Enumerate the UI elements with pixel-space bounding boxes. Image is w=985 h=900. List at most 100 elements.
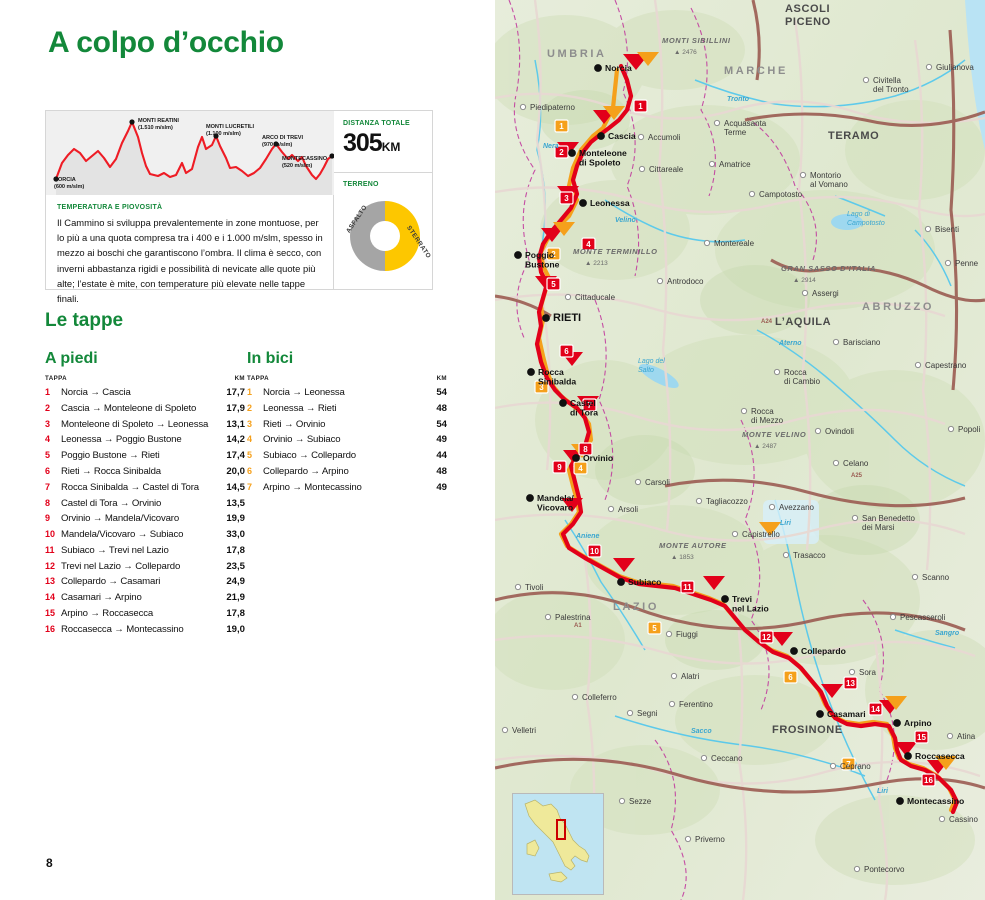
map-city-label: Montorio [810, 171, 842, 180]
map-city-dot [816, 710, 824, 718]
stage-distance: 19,0 [226, 623, 245, 635]
walk-stage-marker-bg [559, 191, 574, 205]
map-city-label: San Benedetto [862, 514, 915, 523]
route-map[interactable]: A25 A24 A1 [495, 0, 985, 900]
left-content-column: A colpo d’occhio NORCIA [45, 26, 447, 870]
map-city-dot [713, 119, 721, 127]
map-city-label: Segni [637, 709, 658, 718]
map-city-label: Pontecorvo [864, 865, 905, 874]
stage-distance: 48 [436, 402, 447, 414]
map-city-dot [617, 578, 625, 586]
map-city-label: Fiuggi [676, 630, 698, 639]
temperature-heading: TEMPERATURA E PIOVOSITÀ [57, 204, 163, 211]
bike-stage-marker[interactable]: 6 [783, 670, 798, 684]
map-city-label: Sinibalda [538, 377, 576, 387]
walk-stage-marker[interactable]: 14 [868, 702, 883, 716]
map-river-label: Aniene [575, 533, 599, 540]
walk-stage-marker-text: 13 [846, 679, 855, 688]
terrain-donut-chart: ASFALTO STERRATO [345, 197, 432, 275]
stage-row: 3 Rieti → Orvinio 54 [247, 417, 447, 433]
map-city-dot [514, 251, 522, 259]
stage-number: 2 [45, 402, 51, 413]
italy-inset-map [512, 793, 604, 895]
map-city-label: di Tora [570, 408, 598, 418]
map-city-dot [853, 865, 861, 873]
walk-stage-marker[interactable]: 12 [759, 630, 774, 644]
stage-number: 11 [45, 544, 55, 555]
stage-column-header: TAPPA KM [247, 375, 447, 385]
map-peak-elevation: ▲ 2487 [754, 443, 777, 450]
bike-stage-marker[interactable]: 7 [841, 757, 856, 771]
map-city-dot [544, 613, 552, 621]
map-city-dot [572, 454, 580, 462]
bike-stage-marker[interactable]: 2 [546, 247, 561, 261]
stage-number: 5 [247, 450, 253, 461]
map-city-label: Terme [724, 128, 747, 137]
walk-stage-marker[interactable]: 6 [559, 344, 574, 358]
walk-stage-marker-bg [578, 442, 593, 456]
map-city-dot [670, 672, 678, 680]
walk-stage-marker[interactable]: 3 [559, 191, 574, 205]
summary-left-panel: NORCIA (600 m/slm) MONTI REATINI (1.510 … [46, 111, 334, 304]
walk-stage-marker[interactable]: 5 [546, 277, 561, 291]
bike-stage-marker-bg [841, 757, 856, 771]
map-city-major: ASCOLI [785, 3, 830, 15]
walk-stage-marker-bg [582, 398, 597, 412]
walk-stage-marker[interactable]: 15 [914, 730, 929, 744]
bike-stage-marker[interactable]: 4 [573, 461, 588, 475]
map-city-dot [740, 407, 748, 415]
map-city-label: Sezze [629, 797, 652, 806]
bike-stage-marker[interactable]: 3 [534, 380, 549, 394]
map-city-dot [568, 149, 576, 157]
temperature-body: Il Cammino si sviluppa prevalentemente i… [57, 217, 323, 305]
map-city-label: dei Marsi [862, 523, 895, 532]
walk-stage-marker-bg [680, 580, 695, 594]
walk-stage-marker-text: 16 [924, 776, 933, 785]
bike-stage-marker-text: 4 [578, 464, 583, 473]
stage-route: Norcia → Cascia [61, 387, 131, 399]
stage-row: 13 Collepardo → Casamari 24,9 [45, 574, 245, 590]
map-city-label: Priverno [695, 835, 725, 844]
bike-stage-marker[interactable]: 5 [647, 621, 662, 635]
stage-row: 2 Leonessa → Rieti 48 [247, 401, 447, 417]
walk-stage-marker-text: 10 [590, 547, 599, 556]
stage-row: 8 Castel di Tora → Orvinio 13,5 [45, 495, 245, 511]
walk-stage-marker[interactable]: 16 [921, 773, 936, 787]
map-lake-label: Salto [638, 367, 654, 374]
elev-label-monti-lucretili: MONTI LUCRETILI (1.100 m/slm) [206, 124, 255, 137]
stage-row: 6 Rieti → Rocca Sinibalda 20,0 [45, 464, 245, 480]
bike-stage-marker-text: 7 [846, 760, 851, 769]
walk-stage-marker[interactable]: 11 [680, 580, 695, 594]
map-city-dot [708, 160, 716, 168]
walk-stage-marker[interactable]: 9 [552, 460, 567, 474]
walk-stage-marker[interactable]: 4 [581, 237, 596, 251]
walk-stage-marker[interactable]: 7 [582, 398, 597, 412]
bike-stage-marker-text: 5 [652, 624, 657, 633]
map-city-dot [911, 573, 919, 581]
stage-number: 5 [45, 450, 51, 461]
walk-stage-marker-text: 2 [559, 148, 564, 157]
map-city-dot [893, 719, 901, 727]
map-city-label: Alatri [681, 672, 699, 681]
map-city-label: Pescasseroli [900, 613, 946, 622]
map-lake-label: Lago del [638, 358, 665, 365]
bike-stage-marker-bg [647, 621, 662, 635]
map-city-dot [938, 815, 946, 823]
walk-stage-marker[interactable]: 2 [554, 145, 569, 159]
walk-stage-marker[interactable]: 13 [843, 676, 858, 690]
map-city-dot [559, 399, 567, 407]
walk-stage-marker[interactable]: 8 [578, 442, 593, 456]
bike-stage-marker[interactable]: 1 [554, 119, 569, 133]
map-city-dot [947, 425, 955, 433]
stage-row: 4 Orvinio → Subiaco 49 [247, 432, 447, 448]
map-city-label: Arpino [904, 718, 932, 728]
map-city-dot [695, 497, 703, 505]
map-city-label: Montecassino [907, 796, 964, 806]
walk-stage-marker[interactable]: 1 [633, 99, 648, 113]
map-city-dot [799, 171, 807, 179]
walk-stage-marker[interactable]: 10 [587, 544, 602, 558]
walk-stage-marker-text: 9 [557, 463, 562, 472]
map-city-dot [607, 505, 615, 513]
map-city-label: Popoli [958, 425, 980, 434]
stage-distance: 44 [436, 450, 447, 462]
